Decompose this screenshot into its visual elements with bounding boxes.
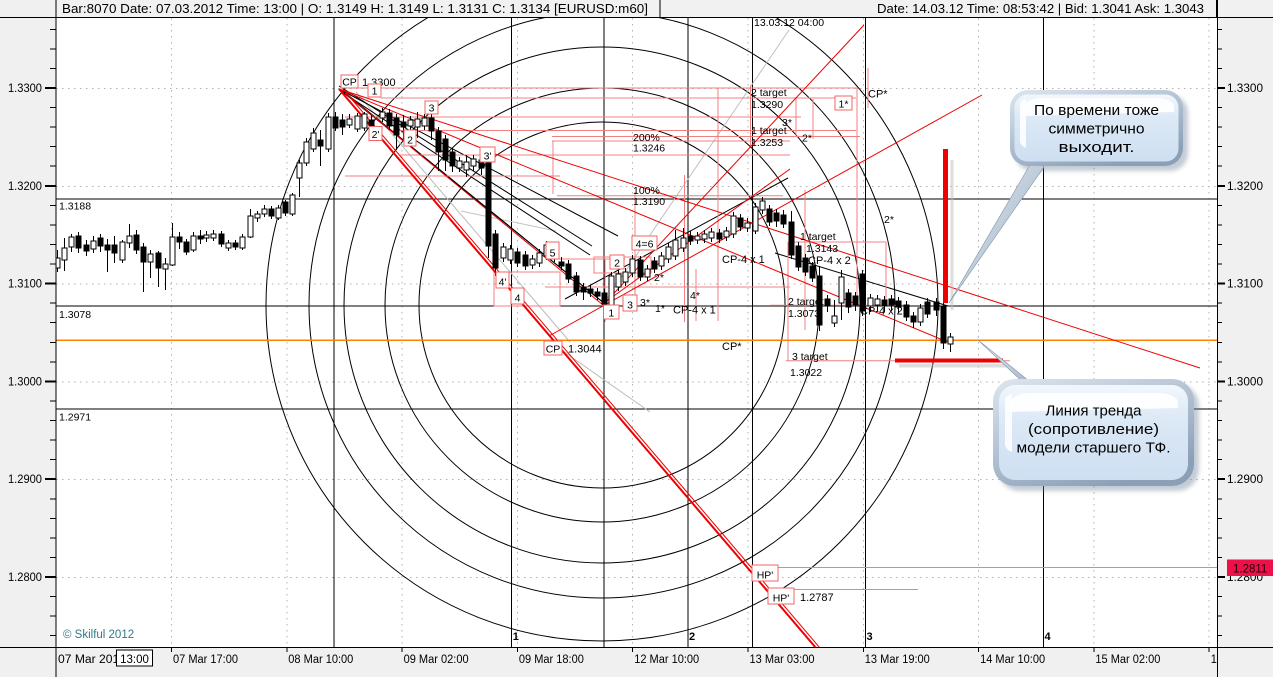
- svg-text:HP': HP': [773, 593, 790, 605]
- svg-text:1: 1: [372, 86, 378, 98]
- svg-text:4: 4: [515, 293, 521, 305]
- svg-text:1.3290: 1.3290: [751, 99, 783, 111]
- svg-text:12 Mar 10:00: 12 Mar 10:00: [634, 654, 699, 666]
- svg-text:09 Mar 02:00: 09 Mar 02:00: [404, 654, 469, 666]
- svg-text:4=6: 4=6: [636, 239, 654, 251]
- svg-text:CP-4 x 1: CP-4 x 1: [673, 305, 716, 317]
- svg-text:1*: 1*: [839, 99, 849, 111]
- svg-text:100%: 100%: [633, 185, 660, 197]
- svg-text:CP-4 x 1: CP-4 x 1: [722, 254, 765, 266]
- svg-text:2 target: 2 target: [751, 87, 787, 99]
- svg-text:200%: 200%: [633, 132, 660, 144]
- svg-text:1 target: 1 target: [751, 125, 787, 137]
- svg-text:3 target: 3 target: [792, 351, 828, 363]
- svg-text:3: 3: [627, 300, 633, 312]
- svg-text:1.3246: 1.3246: [633, 143, 665, 155]
- svg-text:13.03.12 04:00: 13.03.12 04:00: [754, 17, 824, 29]
- svg-text:2: 2: [407, 135, 413, 147]
- svg-text:15 Mar 18:00: 15 Mar 18:00: [1211, 654, 1273, 666]
- svg-text:09 Mar 18:00: 09 Mar 18:00: [519, 654, 584, 666]
- svg-text:1: 1: [608, 308, 614, 320]
- svg-text:3*: 3*: [782, 117, 792, 129]
- svg-text:Линия тренда: Линия тренда: [1046, 403, 1143, 420]
- svg-text:3*: 3*: [640, 297, 650, 309]
- svg-text:1.3253: 1.3253: [751, 137, 783, 149]
- svg-text:(сопротивление): (сопротивление): [1028, 421, 1159, 438]
- svg-text:2 target: 2 target: [788, 296, 824, 308]
- svg-text:1.3300: 1.3300: [8, 83, 42, 95]
- svg-text:1.3200: 1.3200: [8, 181, 42, 193]
- svg-text:CP: CP: [342, 77, 357, 89]
- svg-text:1.2900: 1.2900: [8, 474, 42, 486]
- svg-text:модели старшего ТФ.: модели старшего ТФ.: [1017, 440, 1171, 457]
- svg-text:1.3000: 1.3000: [8, 376, 42, 388]
- svg-text:1: 1: [513, 631, 519, 643]
- svg-text:CP*: CP*: [868, 89, 888, 101]
- svg-text:3': 3': [484, 151, 492, 163]
- svg-text:1.3000: 1.3000: [1227, 376, 1263, 388]
- svg-text:1.3022: 1.3022: [790, 367, 822, 379]
- svg-text:1.2800: 1.2800: [8, 572, 42, 584]
- svg-text:3: 3: [867, 631, 873, 643]
- svg-text:HP': HP': [757, 570, 774, 582]
- svg-text:1.3100: 1.3100: [1227, 279, 1263, 291]
- svg-text:1.3073: 1.3073: [788, 308, 820, 320]
- svg-text:1.3188: 1.3188: [59, 201, 91, 213]
- svg-text:Bar:8070 Date: 07.03.2012 Time: Bar:8070 Date: 07.03.2012 Time: 13:00 | …: [62, 2, 648, 16]
- svg-text:2: 2: [614, 258, 620, 270]
- svg-text:1.3044: 1.3044: [568, 344, 602, 356]
- svg-text:07 Mar 2012: 07 Mar 2012: [58, 654, 126, 666]
- svg-text:1*: 1*: [655, 303, 665, 315]
- svg-text:1.3300: 1.3300: [1227, 83, 1263, 95]
- svg-text:CP-4 x 2: CP-4 x 2: [808, 255, 851, 267]
- svg-text:4*: 4*: [690, 290, 700, 302]
- svg-text:1.2900: 1.2900: [1227, 474, 1263, 486]
- svg-text:4: 4: [1045, 631, 1052, 643]
- svg-text:13 Mar 03:00: 13 Mar 03:00: [750, 654, 815, 666]
- svg-text:08 Mar 10:00: 08 Mar 10:00: [288, 654, 353, 666]
- svg-text:1.3200: 1.3200: [1227, 181, 1263, 193]
- svg-text:симметрично: симметрично: [1049, 121, 1145, 138]
- svg-text:CP-4 x 2: CP-4 x 2: [860, 306, 903, 318]
- svg-text:14 Mar 10:00: 14 Mar 10:00: [980, 654, 1045, 666]
- svg-text:2*: 2*: [654, 272, 664, 284]
- svg-text:2*: 2*: [802, 133, 812, 145]
- svg-text:4': 4': [499, 277, 507, 289]
- svg-text:1.3078: 1.3078: [59, 309, 91, 321]
- svg-text:13 Mar 19:00: 13 Mar 19:00: [865, 654, 930, 666]
- svg-text:1.3100: 1.3100: [8, 279, 42, 291]
- svg-text:13:00: 13:00: [120, 654, 149, 666]
- svg-text:1 target: 1 target: [800, 231, 836, 243]
- svg-text:5: 5: [550, 248, 556, 260]
- svg-text:выходит.: выходит.: [1059, 139, 1135, 156]
- svg-text:15 Mar 02:00: 15 Mar 02:00: [1095, 654, 1160, 666]
- svg-text:1.2811: 1.2811: [1233, 564, 1267, 576]
- svg-text:1.3190: 1.3190: [633, 196, 665, 208]
- svg-text:1.2787: 1.2787: [800, 592, 834, 604]
- svg-text:2': 2': [372, 129, 380, 141]
- svg-text:CP*: CP*: [722, 341, 742, 353]
- svg-text:07 Mar 17:00: 07 Mar 17:00: [173, 654, 238, 666]
- svg-text:3: 3: [429, 103, 435, 115]
- svg-text:Date: 14.03.12 Time: 08:53:42: Date: 14.03.12 Time: 08:53:42 | Bid: 1.3…: [877, 2, 1204, 16]
- svg-text:По времени тоже: По времени тоже: [1034, 102, 1159, 119]
- svg-text:2: 2: [689, 631, 695, 643]
- svg-text:1.2971: 1.2971: [59, 412, 91, 424]
- svg-text:1.3143: 1.3143: [806, 243, 838, 255]
- svg-text:© Skilful 2012: © Skilful 2012: [63, 629, 134, 641]
- svg-text:CP: CP: [546, 344, 561, 356]
- svg-text:2*: 2*: [884, 214, 894, 226]
